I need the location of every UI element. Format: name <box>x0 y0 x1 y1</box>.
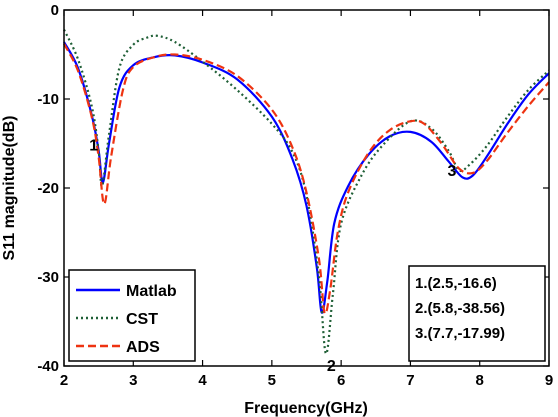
y-axis-title: S11 magnitude(dB) <box>1 116 18 261</box>
point-markers: 1 2 3 <box>89 138 456 375</box>
x-tick-label-7: 7 <box>406 372 414 389</box>
series-group <box>63 29 550 355</box>
x-tick-label-4: 4 <box>198 372 207 389</box>
x-tick-label-8: 8 <box>476 372 484 389</box>
x-tick-label-2: 2 <box>60 372 68 389</box>
marker-label-2: 2 <box>327 358 336 375</box>
x-tick-labels: 2 3 4 5 6 7 8 9 <box>60 372 553 389</box>
annotation-frame <box>408 265 546 362</box>
marker-label-3: 3 <box>447 163 456 180</box>
legend-label-cst: CST <box>126 311 158 328</box>
series-line-ads <box>63 43 550 315</box>
x-tick-label-6: 6 <box>337 372 345 389</box>
y-tick-label--30: -30 <box>37 269 59 286</box>
annotation-line-1: 1.(2.5,-16.6) <box>415 275 497 292</box>
y-tick-label--20: -20 <box>37 180 59 197</box>
x-tick-label-3: 3 <box>129 372 137 389</box>
legend: Matlab CST ADS <box>68 269 196 362</box>
x-axis-title: Frequency(GHz) <box>244 400 368 417</box>
legend-label-matlab: Matlab <box>126 283 177 300</box>
x-tick-label-5: 5 <box>268 372 276 389</box>
x-tick-label-9: 9 <box>545 372 553 389</box>
annotation-box: 1.(2.5,-16.6) 2.(5.8,-38.56) 3.(7.7,-17.… <box>408 265 546 362</box>
y-tick-label--10: -10 <box>37 91 59 108</box>
y-tick-labels: 0 -10 -20 -30 -40 <box>37 2 59 375</box>
marker-label-1: 1 <box>89 138 98 155</box>
legend-label-ads: ADS <box>126 339 160 356</box>
annotation-line-3: 3.(7.7,-17.99) <box>415 325 505 342</box>
y-tick-label-0: 0 <box>51 2 59 19</box>
y-tick-label--40: -40 <box>37 358 59 375</box>
annotation-line-2: 2.(5.8,-38.56) <box>415 300 505 317</box>
